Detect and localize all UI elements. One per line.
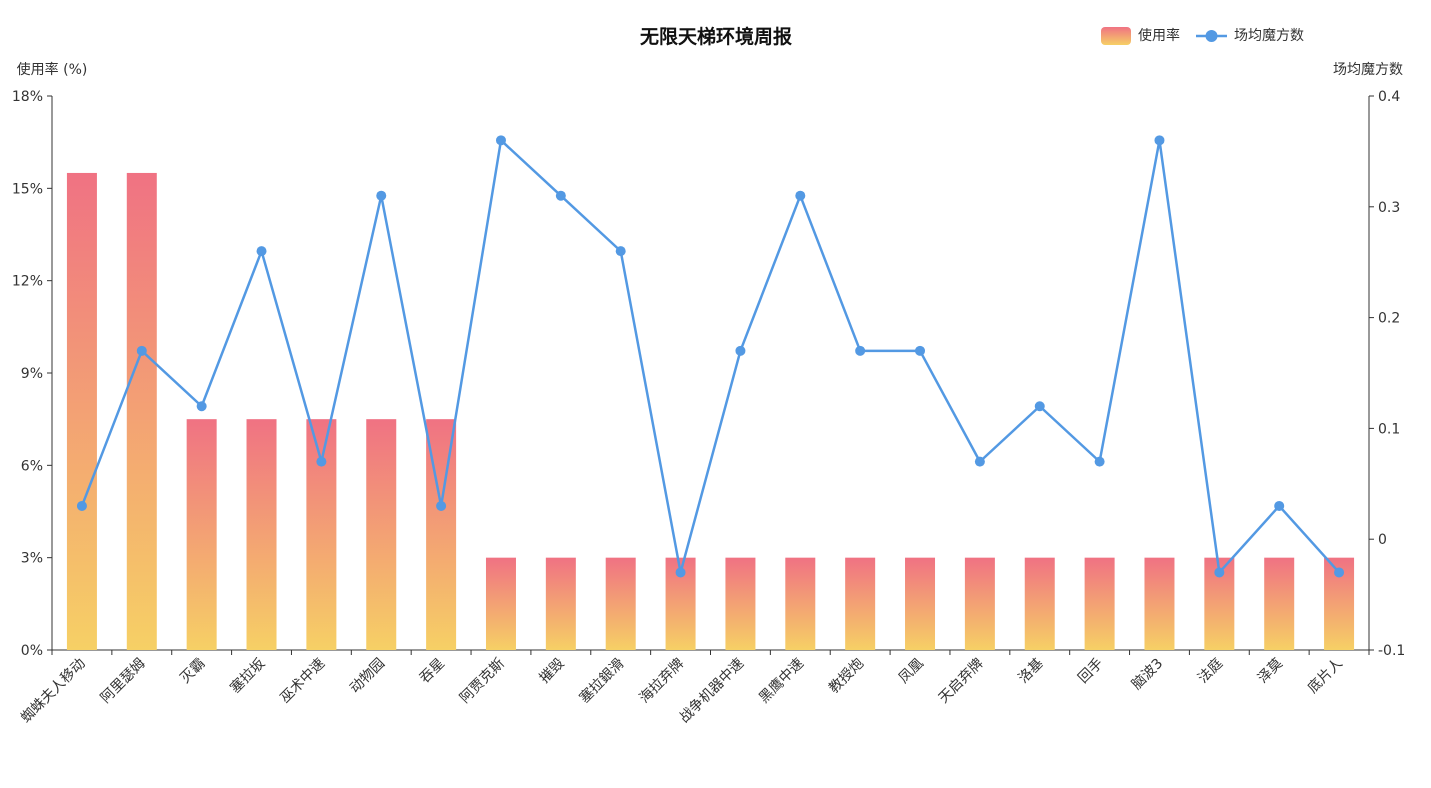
x-tick-label: 塞拉坂 (227, 655, 269, 697)
y-left-tick-label: 3% (21, 551, 43, 567)
bar-灭霸[interactable] (186, 419, 217, 650)
y-left-tick-label: 12% (12, 274, 43, 290)
legend-item-usage[interactable]: 使用率 (1101, 27, 1180, 45)
y-right-tick-label: 0.4 (1378, 89, 1400, 105)
point-摧毁[interactable] (555, 190, 566, 201)
bar-洛基[interactable] (1024, 557, 1055, 650)
bar-阿里瑟姆[interactable] (126, 172, 157, 650)
point-泽莫[interactable] (1274, 500, 1285, 511)
bar-凤凰[interactable] (905, 557, 936, 650)
point-塞拉坂[interactable] (256, 246, 267, 257)
x-tick-label: 动物园 (347, 656, 388, 697)
x-tick-label: 巫术中速 (277, 656, 328, 707)
x-tick-label: 凤凰 (896, 656, 927, 687)
y-right-tick-label: 0.2 (1378, 311, 1400, 327)
legend-marker-cubes (1205, 30, 1218, 42)
point-法庭[interactable] (1214, 567, 1225, 578)
bar-脑波3[interactable] (1144, 557, 1175, 650)
x-tick-label: 摧毁 (537, 656, 568, 687)
y-right-tick-label: 0.3 (1378, 200, 1400, 216)
bar-巫术中速[interactable] (306, 419, 337, 650)
y-right-tick-label: 0.1 (1378, 421, 1400, 437)
bar-天启弃牌[interactable] (964, 557, 995, 650)
y-right-tick-label: 0 (1378, 532, 1387, 548)
point-底片人[interactable] (1334, 567, 1345, 578)
legend[interactable]: 使用率 场均魔方数 (1101, 27, 1304, 45)
chart-title: 无限天梯环境周报 (640, 25, 792, 48)
y-axis-right-ticks: -0.1 0 0.1 0.2 0.3 0.4 (1369, 89, 1405, 659)
point-吞星[interactable] (436, 500, 447, 511)
y-left-tick-label: 15% (12, 181, 43, 197)
bar-战争机器中速[interactable] (725, 557, 756, 650)
bar-动物园[interactable] (366, 419, 397, 650)
bar-阿贾克斯[interactable] (485, 557, 516, 650)
legend-item-cubes[interactable]: 场均魔方数 (1196, 28, 1304, 44)
x-tick-label: 战争机器中速 (677, 656, 748, 727)
bar-回手[interactable] (1084, 557, 1115, 650)
point-凤凰[interactable] (915, 345, 926, 356)
point-回手[interactable] (1094, 456, 1105, 467)
point-教授炮[interactable] (855, 345, 866, 356)
x-tick-label: 海拉弃牌 (636, 655, 688, 707)
x-tick-label: 脑波3 (1129, 656, 1166, 693)
bar-塞拉銀滑[interactable] (605, 557, 636, 650)
point-蜘蛛夫人移动[interactable] (76, 500, 87, 511)
bar-series-usage (66, 172, 1355, 650)
point-海拉弃牌[interactable] (675, 567, 686, 578)
y-left-tick-label: 0% (21, 643, 43, 659)
point-天启弃牌[interactable] (974, 456, 985, 467)
legend-label-cubes: 场均魔方数 (1234, 28, 1304, 44)
x-tick-label: 阿贾克斯 (457, 656, 508, 707)
legend-swatch-usage (1101, 27, 1131, 45)
x-tick-label: 教授炮 (826, 656, 867, 697)
line-series-cubes (76, 135, 1345, 578)
bar-蜘蛛夫人移动[interactable] (66, 172, 97, 650)
point-塞拉銀滑[interactable] (615, 246, 626, 257)
x-tick-label: 底片人 (1305, 656, 1346, 697)
y-left-tick-label: 6% (21, 458, 43, 474)
y-axis-left-title: 使用率 (%) (17, 61, 88, 78)
bar-泽莫[interactable] (1264, 557, 1295, 650)
point-阿贾克斯[interactable] (495, 135, 506, 146)
bar-教授炮[interactable] (845, 557, 876, 650)
bar-黑鹰中速[interactable] (785, 557, 816, 650)
x-tick-label: 洛基 (1015, 655, 1047, 687)
x-tick-label: 黑鹰中速 (756, 656, 807, 707)
x-axis-labels: 蜘蛛夫人移动 阿里瑟姆 灭霸 塞拉坂 巫术中速 动物园 吞星 阿贾克斯 摧毁 塞拉銀滑 海拉弃牌战争… (18, 650, 1370, 727)
x-tick-label: 天启弃牌 (935, 655, 987, 707)
y-axis-right-title: 场均魔方数 (1333, 62, 1403, 78)
x-tick-label: 塞拉銀滑 (576, 655, 628, 707)
line-path-cubes (80, 139, 1340, 574)
bar-塞拉坂[interactable] (246, 419, 277, 650)
y-right-tick-label: -0.1 (1378, 643, 1405, 659)
y-left-tick-label: 18% (12, 89, 43, 105)
y-axis-left-ticks: 0% 3% 6% 9% 12% 15% 18% (12, 89, 52, 659)
x-tick-label: 吞星 (417, 656, 448, 687)
point-战争机器中速[interactable] (735, 345, 746, 356)
x-tick-label: 泽莫 (1255, 656, 1286, 687)
legend-label-usage: 使用率 (1138, 27, 1180, 44)
point-阿里瑟姆[interactable] (136, 345, 147, 356)
point-脑波3[interactable] (1154, 135, 1165, 146)
x-tick-label: 回手 (1075, 656, 1106, 687)
point-灭霸[interactable] (196, 401, 207, 412)
x-tick-label: 蜘蛛夫人移动 (18, 656, 89, 727)
point-巫术中速[interactable] (316, 456, 327, 467)
x-tick-label: 法庭 (1194, 655, 1226, 687)
point-动物园[interactable] (376, 190, 387, 201)
y-left-tick-label: 9% (21, 366, 43, 382)
x-tick-label: 阿里瑟姆 (98, 656, 149, 707)
point-黑鹰中速[interactable] (795, 190, 806, 201)
point-洛基[interactable] (1034, 401, 1045, 412)
bar-摧毁[interactable] (545, 557, 576, 650)
x-tick-label: 灭霸 (177, 656, 208, 687)
